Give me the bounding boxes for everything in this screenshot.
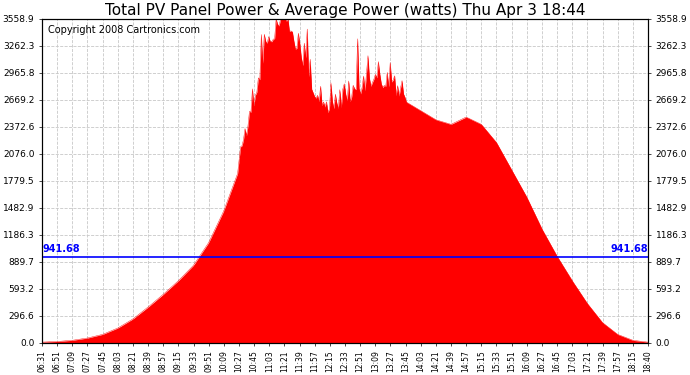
Text: Copyright 2008 Cartronics.com: Copyright 2008 Cartronics.com bbox=[48, 26, 200, 35]
Text: 941.68: 941.68 bbox=[42, 244, 79, 254]
Text: 941.68: 941.68 bbox=[611, 244, 648, 254]
Title: Total PV Panel Power & Average Power (watts) Thu Apr 3 18:44: Total PV Panel Power & Average Power (wa… bbox=[105, 3, 585, 18]
